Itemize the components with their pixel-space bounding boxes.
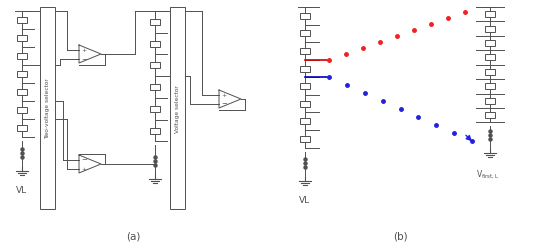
Bar [150, 85, 160, 91]
Bar [300, 101, 310, 107]
Bar [150, 63, 160, 69]
Bar [17, 36, 27, 42]
Bar [17, 90, 27, 96]
Text: (b): (b) [393, 231, 407, 241]
Bar [150, 42, 160, 48]
Bar [300, 84, 310, 90]
Text: V$_{\rm first,L}$: V$_{\rm first,L}$ [477, 168, 500, 180]
Text: +: + [81, 166, 86, 171]
Bar [17, 18, 27, 24]
Bar [485, 70, 495, 75]
Bar [300, 49, 310, 55]
Text: −: − [221, 101, 227, 107]
Bar [40, 8, 55, 209]
Bar [17, 54, 27, 60]
Text: Two-voltage selector: Two-voltage selector [45, 78, 50, 139]
Text: VL: VL [299, 196, 310, 205]
Bar [150, 128, 160, 134]
Bar [485, 84, 495, 90]
Bar [300, 66, 310, 72]
Bar [300, 14, 310, 20]
Text: −: − [81, 157, 87, 163]
Text: VL: VL [16, 186, 27, 194]
Bar [170, 8, 185, 209]
Bar [17, 108, 27, 114]
Bar [150, 20, 160, 26]
Bar [485, 12, 495, 18]
Bar [485, 98, 495, 104]
Bar [485, 41, 495, 47]
Bar [485, 113, 495, 119]
Text: −: − [81, 56, 87, 62]
Bar [300, 119, 310, 125]
Bar [150, 106, 160, 112]
Text: +: + [81, 48, 86, 53]
Text: +: + [221, 93, 226, 98]
Bar [17, 72, 27, 78]
Bar [300, 31, 310, 37]
Bar [485, 26, 495, 32]
Bar [485, 55, 495, 61]
Bar [17, 126, 27, 132]
Text: Voltage selector: Voltage selector [175, 85, 180, 132]
Text: (a): (a) [126, 231, 140, 241]
Bar [300, 136, 310, 142]
